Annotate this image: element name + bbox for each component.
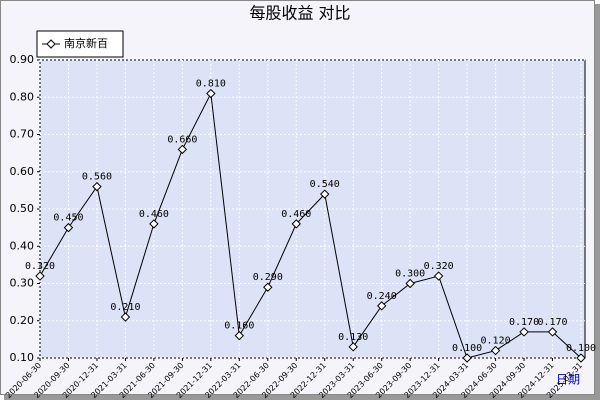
value-label: 0.460 xyxy=(281,209,311,220)
point xyxy=(376,301,387,311)
value-label: 0.540 xyxy=(310,179,340,190)
value-label: 0.450 xyxy=(53,213,83,224)
x-axis-label: 日期 xyxy=(556,373,580,387)
value-label: 0.810 xyxy=(196,79,226,90)
value-label: 0.300 xyxy=(395,269,425,280)
value-label: 0.160 xyxy=(224,321,254,332)
y-tick-label: 0.50 xyxy=(10,202,35,215)
y-tick-label: 0.90 xyxy=(10,53,35,66)
value-label: 0.320 xyxy=(424,261,454,272)
value-label: 0.240 xyxy=(367,291,397,302)
y-tick-label: 0.80 xyxy=(10,90,35,103)
point xyxy=(490,345,501,356)
value-label: 0.560 xyxy=(82,172,112,183)
point xyxy=(519,327,529,337)
y-tick-label: 0.40 xyxy=(10,239,35,252)
y-tick-label: 0.30 xyxy=(10,277,35,290)
value-label: 0.170 xyxy=(537,317,567,328)
point xyxy=(35,271,45,281)
value-label: 0.120 xyxy=(481,336,511,347)
y-tick-label: 0.10 xyxy=(10,351,35,364)
point xyxy=(206,88,216,99)
point xyxy=(547,327,558,337)
value-label: 0.660 xyxy=(167,134,197,145)
value-label: 0.460 xyxy=(139,209,169,220)
legend-label: 南京新百 xyxy=(64,36,108,50)
point xyxy=(462,353,472,363)
y-tick-label: 0.60 xyxy=(10,165,35,178)
value-label: 0.130 xyxy=(338,332,368,343)
value-label: 0.170 xyxy=(509,317,539,328)
value-label: 0.320 xyxy=(25,261,55,272)
y-tick-label: 0.70 xyxy=(10,128,35,141)
point xyxy=(63,222,74,233)
shadow xyxy=(595,4,600,400)
point xyxy=(320,189,330,199)
value-label: 0.290 xyxy=(253,272,283,283)
point xyxy=(433,271,444,281)
point xyxy=(348,342,358,352)
point xyxy=(291,219,301,229)
point xyxy=(234,330,245,341)
point xyxy=(120,312,131,322)
point xyxy=(177,144,188,155)
series-line xyxy=(39,91,582,359)
point xyxy=(92,181,102,192)
value-label: 0.100 xyxy=(452,343,482,354)
value-label: 0.100 xyxy=(566,343,596,354)
value-label: 0.210 xyxy=(110,302,140,313)
point xyxy=(576,353,586,363)
point xyxy=(149,219,159,229)
y-tick-label: 0.20 xyxy=(10,314,35,327)
point xyxy=(263,282,273,292)
legend-marker xyxy=(46,39,56,49)
chart-title: 每股收益 对比 xyxy=(249,4,350,23)
shadow xyxy=(4,395,600,400)
point xyxy=(405,278,415,289)
